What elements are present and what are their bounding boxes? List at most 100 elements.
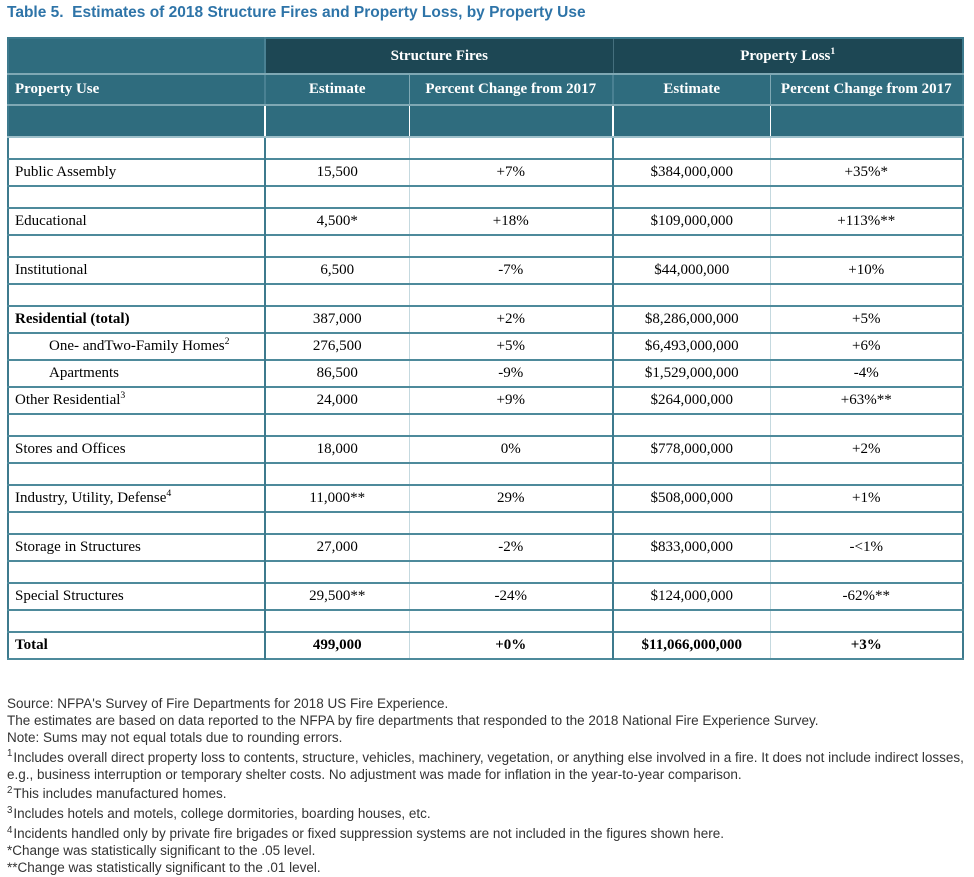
cell: $8,286,000,000	[613, 306, 771, 333]
group-header-structure-fires: Structure Fires	[265, 38, 614, 75]
spacer-cell	[409, 186, 614, 208]
spacer-row	[8, 137, 964, 159]
footnote-text: *Change was statistically significant to…	[7, 843, 316, 858]
cell: -2%	[409, 534, 614, 561]
table-row: One- andTwo-Family Homes2 276,500 +5% $6,49…	[8, 333, 964, 360]
cell: +7%	[409, 159, 614, 186]
cell: 27,000	[265, 534, 410, 561]
cell: $508,000,000	[613, 485, 771, 512]
spacer-cell	[265, 463, 410, 485]
cell: +10%	[848, 262, 885, 278]
footnote-text: Note: Sums may not equal totals due to r…	[7, 729, 343, 745]
table-row: Residential (total) 387,000 +2% $8,286,000,…	[8, 306, 964, 333]
spacer-cell	[8, 284, 266, 306]
cell: 0%	[409, 436, 614, 463]
footnote: 3Includes hotels and motels, college dor…	[7, 804, 967, 823]
spacer-cell	[265, 561, 410, 583]
cell: 24,000	[265, 387, 410, 414]
table-row: Institutional 6,500 -7% $44,000,000 +10%	[8, 257, 964, 284]
spacer-cell	[409, 610, 614, 632]
spacer-row	[8, 414, 964, 436]
spacer-cell	[770, 463, 963, 485]
cell: +9%	[409, 387, 614, 414]
row-label: Storage in Structures	[8, 534, 266, 561]
row-label: Total	[8, 632, 266, 659]
group-header-property-loss: Property Loss1	[613, 38, 964, 75]
row-label: Apartments	[8, 360, 266, 387]
table-header: Structure Fires Property Loss1 Property …	[8, 38, 964, 138]
table-row: Stores and Offices 18,000 0% $778,000,000 +2…	[8, 436, 964, 463]
column-header-loss-percent-change: Percent Change from 2017	[770, 74, 964, 106]
cell: +6%	[852, 338, 881, 354]
spacer-cell	[770, 105, 964, 138]
cell: $833,000,000	[613, 534, 771, 561]
cell: $264,000,000	[613, 387, 771, 414]
row-label: Residential (total)	[8, 306, 266, 333]
spacer-cell	[613, 235, 771, 257]
table-row: Total 499,000 +0% $11,066,000,000 +3%	[8, 632, 964, 659]
cell: 11,000**	[265, 485, 410, 512]
cell: 18,000	[265, 436, 410, 463]
spacer-cell	[265, 137, 410, 159]
spacer-cell	[770, 235, 963, 257]
cell: -24%	[409, 583, 614, 610]
cell: 29,500**	[265, 583, 410, 610]
footnote-marker: 2	[7, 784, 13, 796]
cell: -7%	[409, 257, 614, 284]
footnote: 4Incidents handled only by private fire …	[7, 825, 967, 843]
spacer-cell	[265, 512, 410, 534]
column-header-loss-estimate: Estimate	[613, 74, 771, 106]
cell: +18%	[409, 208, 614, 235]
cell: $6,493,000,000	[613, 333, 771, 360]
table-row: Storage in Structures 27,000 -2% $833,000,0…	[8, 534, 964, 561]
cell: 276,500	[265, 333, 410, 360]
spacer-cell	[265, 414, 410, 436]
spacer-cell	[8, 105, 266, 138]
footnote-marker: 2	[224, 336, 230, 347]
spacer-cell	[770, 137, 963, 159]
spacer-cell	[8, 512, 266, 534]
spacer-cell	[409, 284, 614, 306]
footnote: 2This includes manufactured homes.	[7, 786, 967, 803]
header-spacer-row	[8, 105, 964, 138]
cell: 4,500*	[265, 208, 410, 235]
footnote-text: Includes overall direct property loss to…	[7, 749, 964, 782]
cell: $1,529,000,000	[613, 360, 771, 387]
footnote-marker: 3	[7, 804, 13, 816]
footnote-text: This includes manufactured homes.	[13, 786, 227, 802]
row-label: Other Residential3	[8, 387, 266, 414]
spacer-cell	[409, 137, 614, 159]
corner-cell	[8, 38, 266, 75]
cell: $124,000,000	[613, 583, 771, 610]
row-label: Industry, Utility, Defense4	[8, 485, 266, 512]
column-header-fires-percent-change: Percent Change from 2017	[409, 74, 614, 106]
cell: 499,000	[265, 632, 410, 659]
cell: $109,000,000	[613, 208, 771, 235]
spacer-cell	[265, 235, 410, 257]
footnote: 1Includes overall direct property loss t…	[7, 749, 967, 784]
column-header-property-use: Property Use	[8, 74, 266, 106]
spacer-cell	[409, 235, 614, 257]
spacer-cell	[409, 512, 614, 534]
spacer-row	[8, 235, 964, 257]
footnote: Note: Sums may not equal totals due to r…	[7, 730, 967, 747]
spacer-cell	[613, 414, 771, 436]
spacer-cell	[265, 186, 410, 208]
spacer-cell	[409, 561, 614, 583]
cell: +0%	[409, 632, 614, 659]
spacer-cell	[613, 463, 771, 485]
spacer-row	[8, 284, 964, 306]
spacer-cell	[8, 414, 266, 436]
group-header-label: Structure Fires	[390, 47, 488, 64]
spacer-cell	[409, 463, 614, 485]
table-row: Educational 4,500* +18% $109,000,000 +113%**	[8, 208, 964, 235]
footnote-text: **Change was statistically significant t…	[7, 859, 321, 875]
cell: 6,500	[265, 257, 410, 284]
spacer-cell	[8, 137, 266, 159]
page-title: Table 5. Estimates of 2018 Structure Fir…	[7, 4, 586, 21]
spacer-cell	[613, 137, 771, 159]
table-row: Other Residential3 24,000 +9% $264,000,000 +…	[8, 387, 964, 414]
footnote-marker: 4	[166, 488, 172, 499]
spacer-cell	[265, 610, 410, 632]
spacer-cell	[613, 284, 771, 306]
